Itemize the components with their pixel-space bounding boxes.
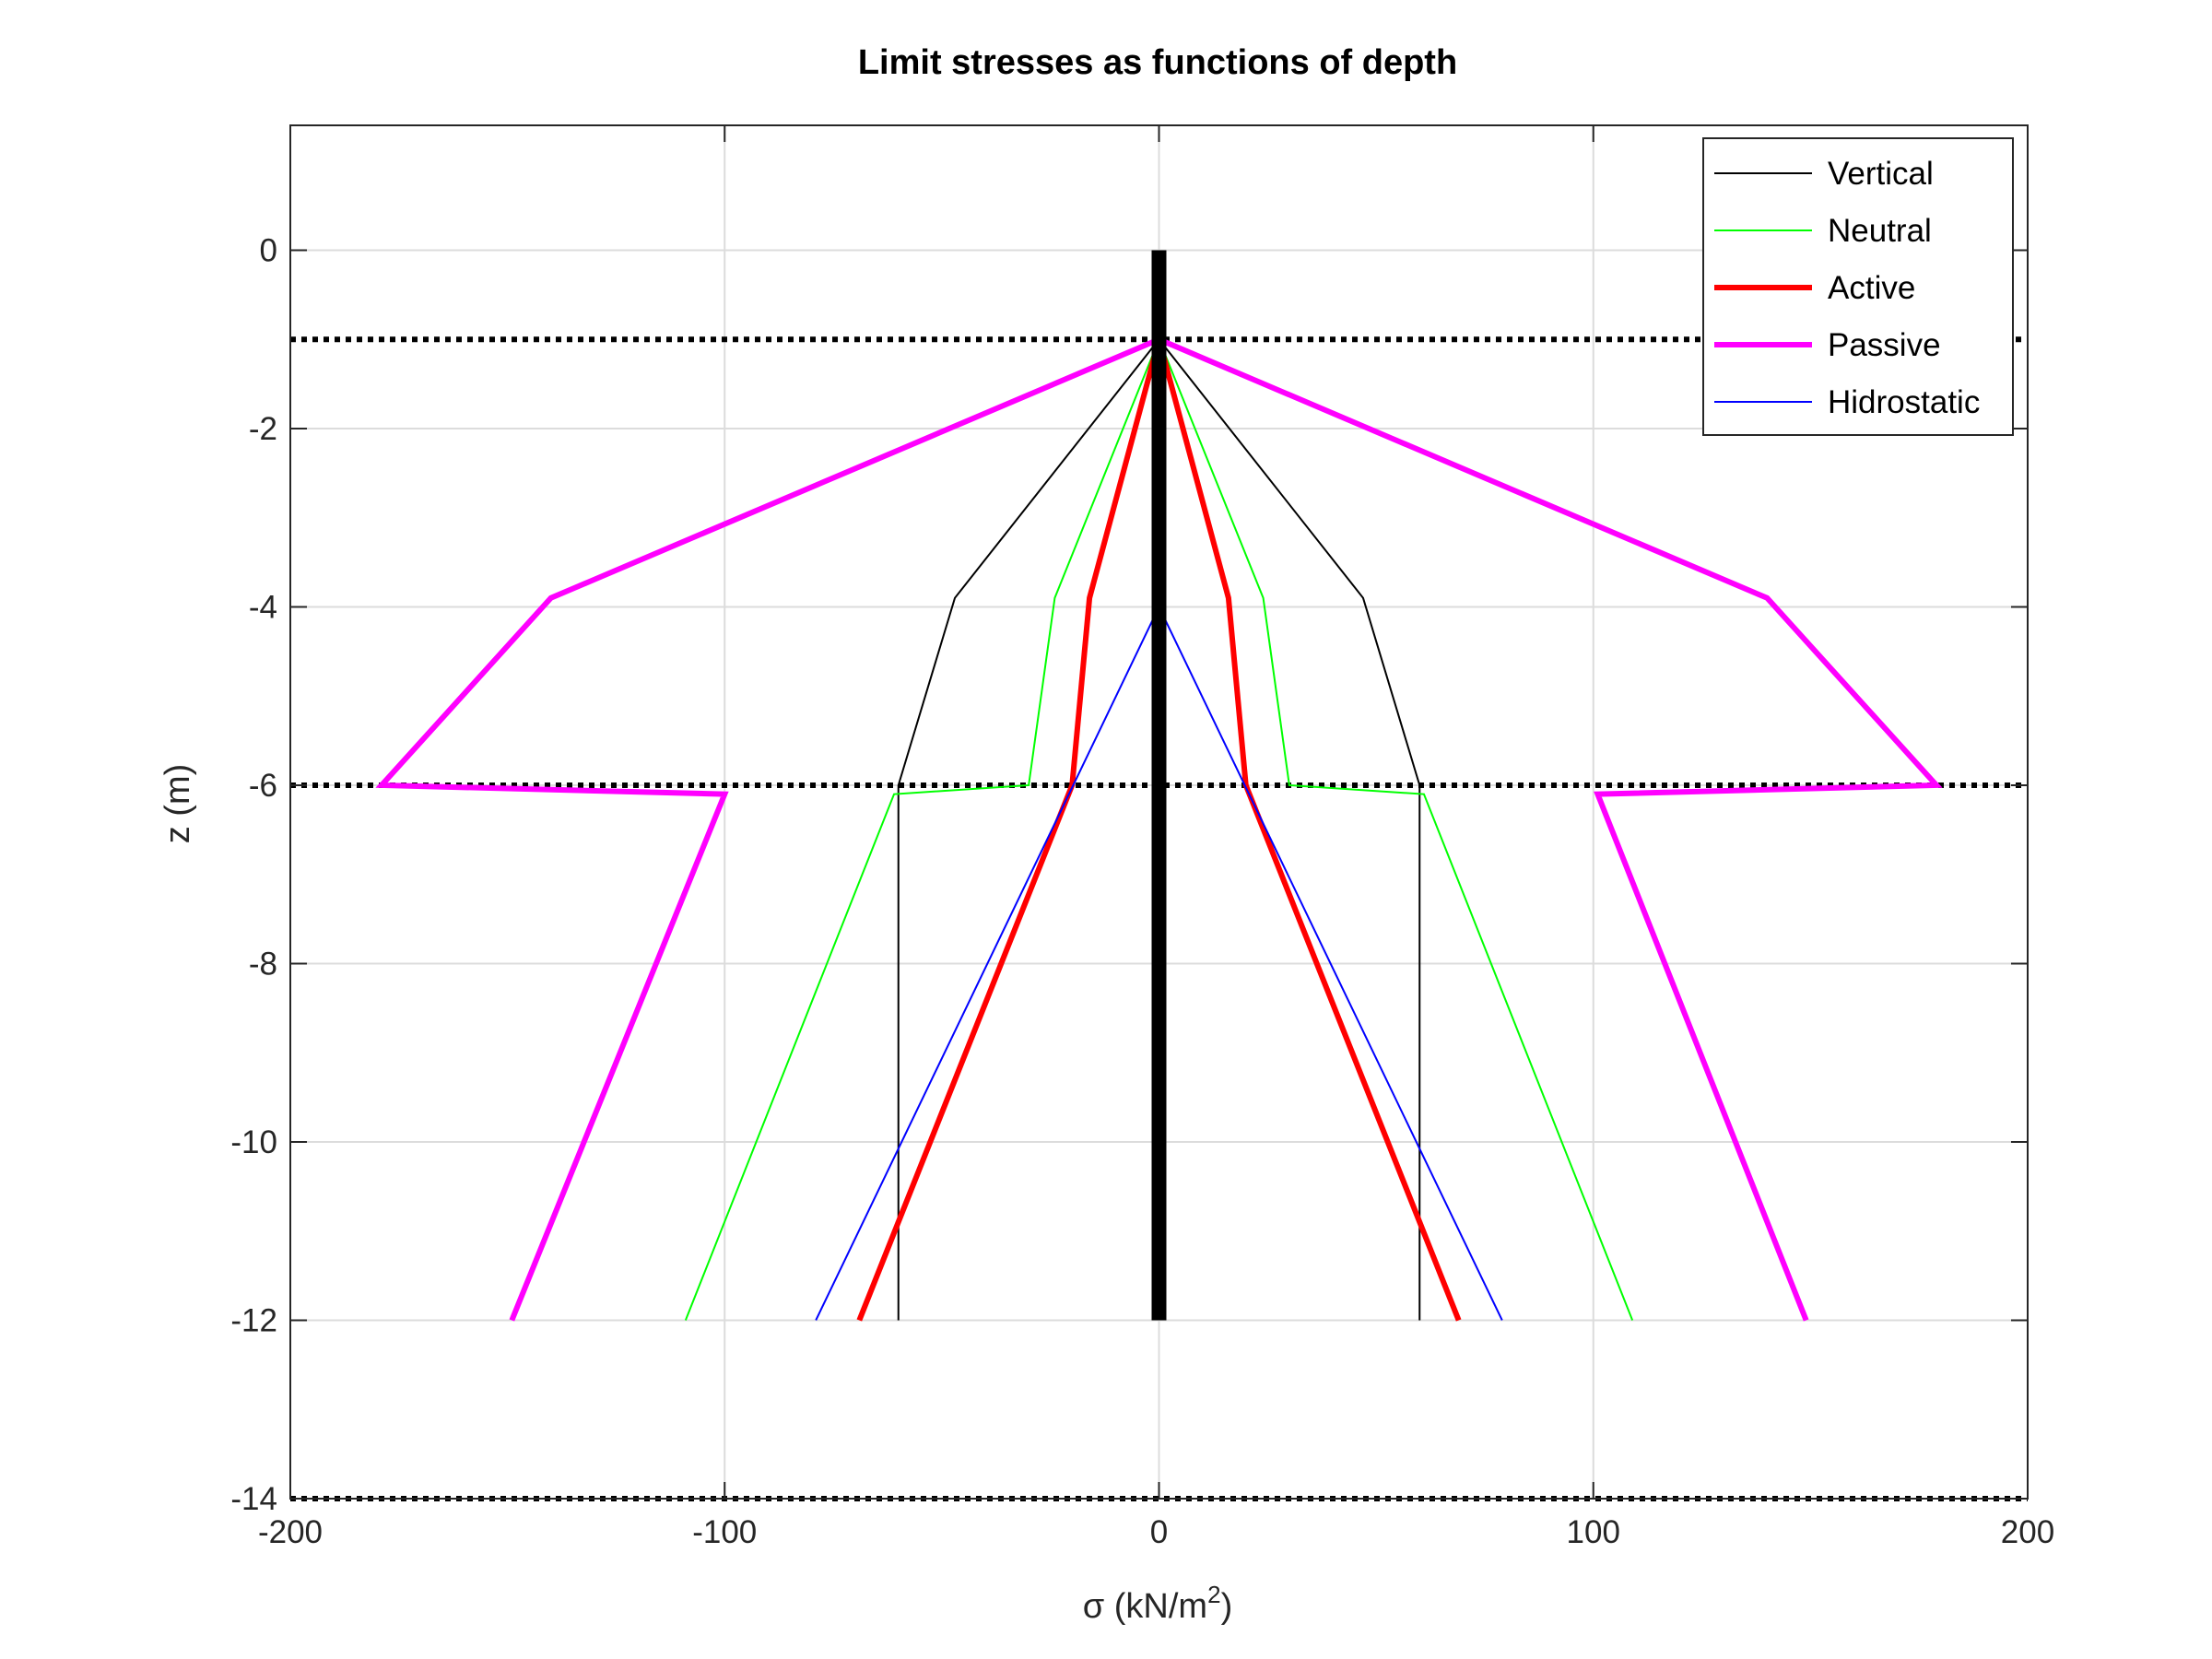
x-axis-label-prefix: σ (kN/m [1083, 1587, 1207, 1626]
y-tick-label: -12 [230, 1302, 277, 1338]
x-tick-label: 0 [1150, 1514, 1168, 1550]
x-axis-label-suffix: ) [1221, 1587, 1233, 1626]
y-tick-label: -6 [249, 768, 277, 804]
x-tick-label: -200 [258, 1514, 323, 1550]
axes [289, 124, 2029, 1500]
legend-label-passive: Passive [1828, 327, 1941, 363]
legend-label-neutral: Neutral [1828, 213, 1932, 249]
chart-title: Limit stresses as functions of depth [858, 43, 1457, 82]
series-line-hidrostatic [1158, 606, 1503, 1321]
plot-area [290, 250, 2028, 1501]
legend-label-active: Active [1828, 270, 1915, 306]
series-line-passive [375, 336, 1160, 1322]
y-tick-label: -4 [249, 589, 277, 625]
series-line-neutral [1158, 338, 1634, 1321]
y-tick-label: -8 [249, 946, 277, 982]
series-line-hidrostatic [815, 606, 1160, 1321]
y-tick-label: 0 [260, 232, 277, 268]
series-line-vertical [897, 338, 1160, 1321]
series-line-active [1156, 338, 1462, 1322]
x-tick-label: 200 [2001, 1514, 2054, 1550]
legend: Vertical Neutral Active Passive Hidrostatic [1702, 137, 2014, 436]
series-line-passive [1158, 336, 1943, 1322]
legend-label-vertical: Vertical [1828, 156, 1934, 192]
series-line-vertical [1158, 338, 1421, 1321]
series-line-active [856, 338, 1162, 1322]
x-axis-label-superscript: 2 [1207, 1581, 1220, 1608]
y-tick-label: -14 [230, 1481, 277, 1517]
y-axis-label: z (m) [159, 764, 197, 844]
tick-labels: -200 -100 0 100 200 0 -2 -4 -6 -8 -10 -12 -14 [230, 232, 2054, 1550]
y-tick-label: -2 [249, 411, 277, 447]
x-tick-label: 100 [1567, 1514, 1620, 1550]
x-tick-label: -100 [692, 1514, 757, 1550]
legend-label-hidrostatic: Hidrostatic [1828, 384, 1980, 420]
y-tick-label: -10 [230, 1124, 277, 1160]
series-line-neutral [684, 338, 1160, 1321]
x-axis-label: σ (kN/m2) [1083, 1581, 1232, 1626]
